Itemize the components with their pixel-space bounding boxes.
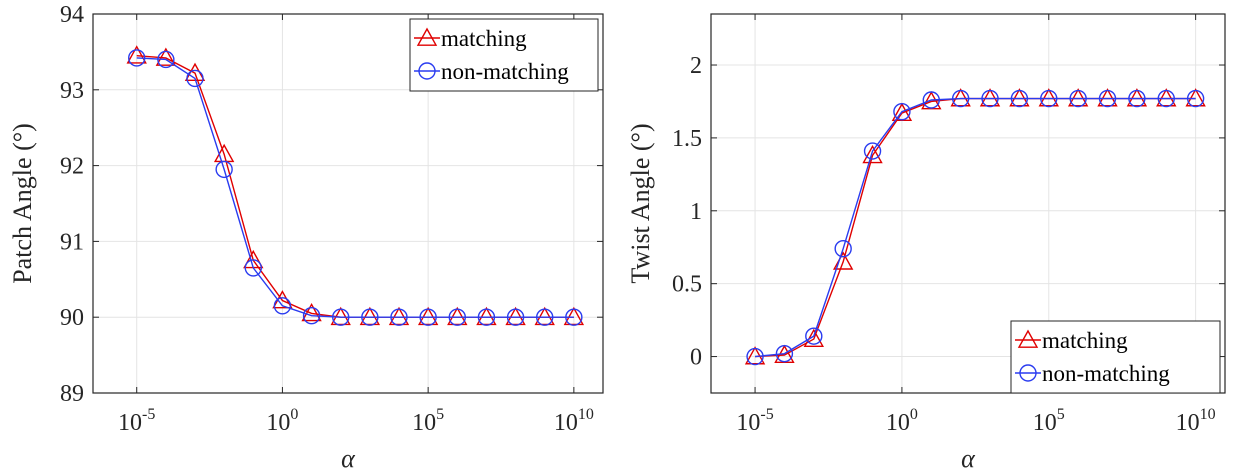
y-tick-label: 1.5 <box>672 126 702 152</box>
x-axis-label: α <box>961 444 976 472</box>
data-point <box>1067 88 1089 107</box>
x-tick-label: 105 <box>412 406 444 436</box>
x-tick-label: 1010 <box>554 406 594 436</box>
legend-label: matching <box>1042 328 1128 353</box>
y-tick-label: 94 <box>60 2 84 28</box>
data-point <box>534 306 555 326</box>
y-tick-label: 0.5 <box>672 272 702 298</box>
data-point <box>1010 89 1029 108</box>
data-point <box>215 160 233 179</box>
x-tick-label: 1010 <box>1176 406 1216 436</box>
x-tick-label: 10-5 <box>736 406 773 436</box>
data-point <box>448 308 466 326</box>
y-tick-label: 2 <box>690 53 702 79</box>
data-point <box>477 308 496 326</box>
data-point <box>1128 89 1146 108</box>
data-point <box>834 239 852 258</box>
data-point <box>565 308 583 326</box>
y-tick-label: 91 <box>60 229 84 255</box>
data-point <box>1157 89 1175 108</box>
legend-label: non-matching <box>1042 361 1170 386</box>
data-point <box>244 259 262 277</box>
data-point <box>979 88 1001 107</box>
data-point <box>1186 89 1205 108</box>
legend-label: matching <box>441 26 527 51</box>
y-axis-label: Twist Angle (°) <box>626 123 655 283</box>
y-tick-label: 90 <box>60 305 84 331</box>
data-point <box>1156 88 1177 107</box>
data-point <box>893 102 911 121</box>
series-non-matching <box>128 49 583 326</box>
data-point <box>1098 89 1117 108</box>
legend-marker <box>1019 364 1037 382</box>
data-point <box>862 144 883 164</box>
x-tick-label: 105 <box>1033 406 1065 436</box>
data-point <box>951 89 970 108</box>
chart-panel-1: 10-5 100 105 1010 89 90 91 92 93 94 α Patch Angle (… <box>8 2 604 472</box>
data-point <box>361 308 379 326</box>
data-point <box>155 47 177 66</box>
data-point <box>805 327 823 345</box>
data-point <box>359 306 381 326</box>
data-point <box>922 91 940 109</box>
data-point <box>302 306 321 325</box>
chart-panel-2: 10-5 100 105 1010 0 0.5 1 1.5 2 α Twist Angle (°) m… <box>626 13 1226 472</box>
data-point <box>1038 88 1059 107</box>
data-point <box>505 306 526 326</box>
y-tick-label: 0 <box>690 345 702 371</box>
legend-label: non-matching <box>441 59 569 84</box>
data-point <box>563 306 585 326</box>
x-tick-label: 10-5 <box>118 406 155 436</box>
data-point <box>301 302 322 322</box>
data-point <box>388 306 410 326</box>
axes-box <box>710 13 1226 394</box>
series-line <box>754 97 1196 358</box>
data-point <box>950 88 971 107</box>
data-point <box>981 89 999 108</box>
data-point <box>126 45 147 64</box>
y-tick-label: 93 <box>60 78 84 104</box>
data-point <box>417 306 439 326</box>
data-point <box>1069 89 1087 108</box>
x-tick-label: 100 <box>266 406 298 436</box>
data-point <box>1185 88 1206 107</box>
data-point <box>1009 88 1030 107</box>
legend-marker <box>416 27 438 46</box>
legend-marker <box>418 62 436 80</box>
data-point <box>447 306 468 326</box>
data-point <box>128 49 146 67</box>
x-axis-label: α <box>341 444 356 472</box>
legend-box <box>409 18 599 92</box>
data-point <box>1097 88 1118 107</box>
series-line <box>136 57 574 318</box>
y-tick-label: 92 <box>60 154 84 180</box>
data-point <box>390 308 408 326</box>
legend-marker <box>1017 329 1039 348</box>
y-axis-label: Patch Angle (°) <box>8 123 37 284</box>
y-tick-label: 89 <box>60 381 84 407</box>
legend: matching non-matching <box>409 18 599 92</box>
legend: matching non-matching <box>1010 320 1221 394</box>
data-point <box>157 50 175 69</box>
data-point <box>536 308 554 326</box>
data-point <box>476 306 497 326</box>
data-point <box>746 347 764 366</box>
data-point <box>273 297 292 315</box>
data-point <box>332 308 350 326</box>
data-point <box>186 69 204 88</box>
data-point <box>775 344 794 363</box>
data-point <box>1040 89 1058 108</box>
x-tick-label: 100 <box>886 406 918 436</box>
data-point <box>419 308 437 326</box>
y-tick-label: 1 <box>690 199 702 225</box>
data-point <box>506 308 525 326</box>
data-point <box>863 142 882 160</box>
axes-box <box>92 13 604 394</box>
legend-box <box>1010 320 1221 394</box>
data-point <box>1126 88 1148 107</box>
series-non-matching <box>746 89 1205 366</box>
